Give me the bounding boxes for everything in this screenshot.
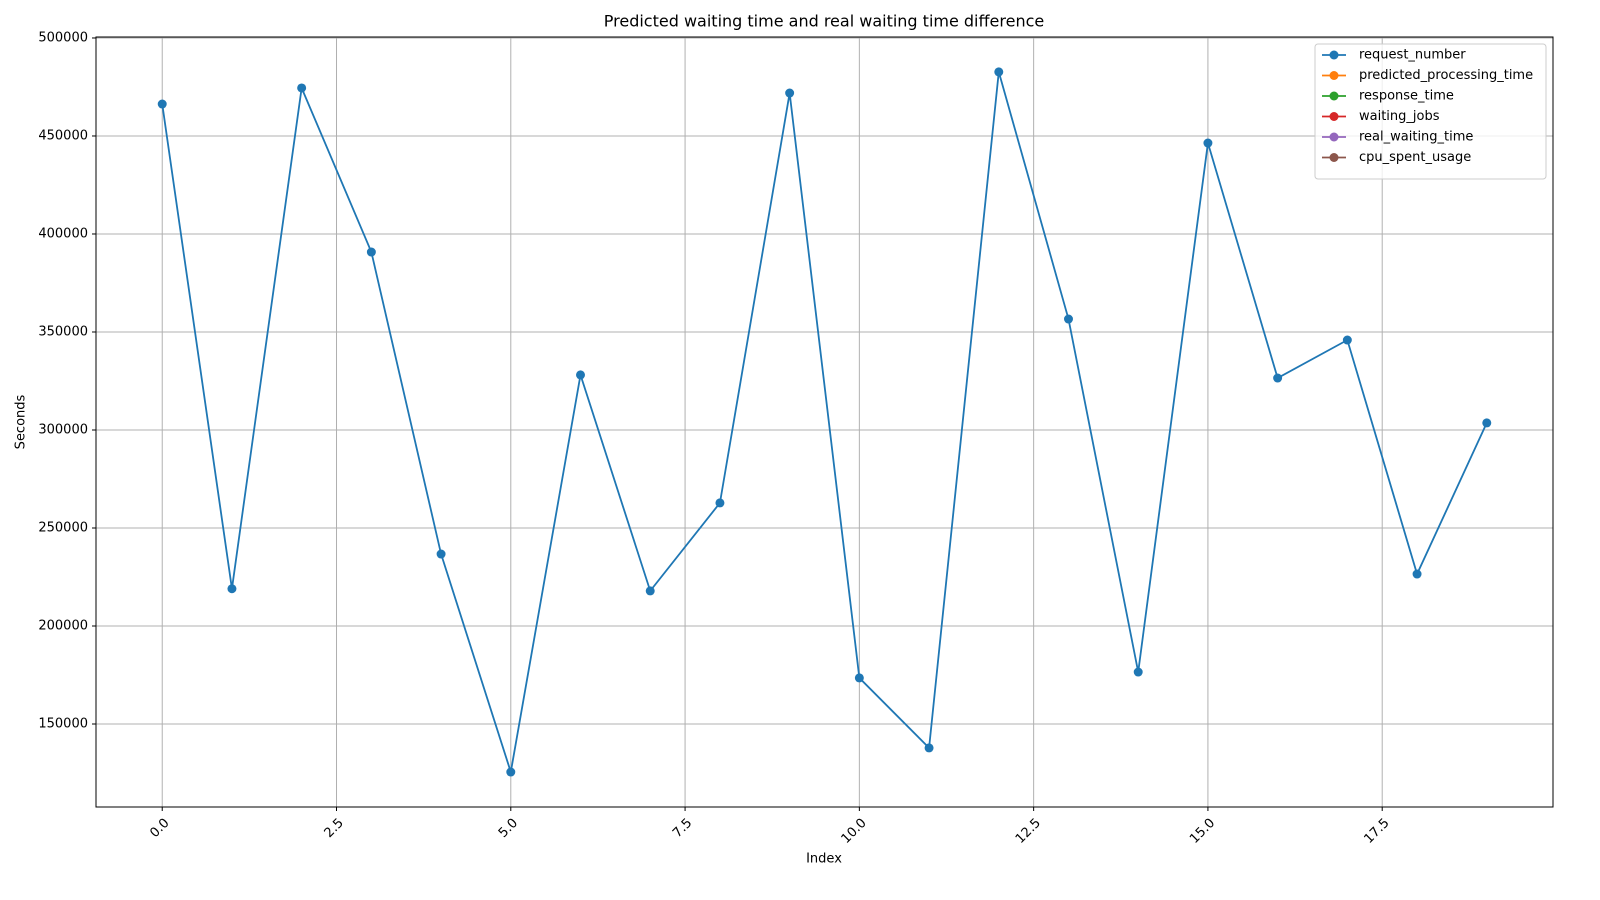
y-tick-label: 150000 [38,716,88,731]
point [297,83,307,93]
x-tick-label: 0.0 [147,816,172,841]
y-tick-label: 500000 [38,30,88,45]
x-axis-label: Index [806,852,842,867]
point [645,586,655,596]
legend-marker [1329,112,1339,121]
y-tick-label: 400000 [38,226,88,241]
y-tick-label: 350000 [38,324,88,339]
y-tick-label: 300000 [38,422,88,437]
legend-marker [1329,153,1339,162]
legend-marker [1329,50,1339,60]
point [854,673,864,683]
legend-label: waiting_jobs [1359,109,1440,124]
y-tick-label: 250000 [38,520,88,535]
legend-marker [1329,132,1339,142]
x-tick-label: 5.0 [496,816,521,841]
point [366,247,376,257]
plot-frame [95,36,1554,808]
point [1273,373,1283,383]
point [924,743,934,753]
point [715,498,725,508]
point [576,370,586,380]
point [1133,667,1143,677]
y-tick-label: 200000 [38,618,88,633]
point [1342,335,1352,345]
x-tick-label: 12.5 [1013,816,1044,847]
point [157,99,167,109]
point [1482,418,1492,428]
chart-title: Predicted waiting time and real waiting … [604,12,1044,31]
point [506,767,516,777]
point [1203,138,1213,148]
legend-label: request_number [1359,48,1466,63]
point [994,67,1004,77]
x-tick-label: 7.5 [670,816,695,841]
legend-label: response_time [1359,89,1454,104]
point [1412,569,1422,579]
x-tick-label: 17.5 [1361,816,1392,847]
legend: request_number predicted_processing_timer… [1314,43,1547,180]
legend-box [1314,43,1547,180]
legend-marker [1329,91,1339,101]
point [1063,314,1073,324]
legend-label: real_waiting_time [1359,130,1473,145]
x-tick-label: 10.0 [839,816,870,847]
x-tick-label: 2.5 [322,816,347,841]
x-tick-label: 15.0 [1187,816,1218,847]
point [227,584,237,594]
series-line [161,71,1488,773]
legend-marker [1329,71,1339,80]
legend-label: cpu_spent_usage [1359,150,1471,165]
point [436,549,446,559]
y-axis-label: Seconds [14,394,29,449]
point [785,88,795,98]
legend-label: predicted_processing_time [1359,68,1533,83]
y-tick-label: 450000 [38,128,88,143]
